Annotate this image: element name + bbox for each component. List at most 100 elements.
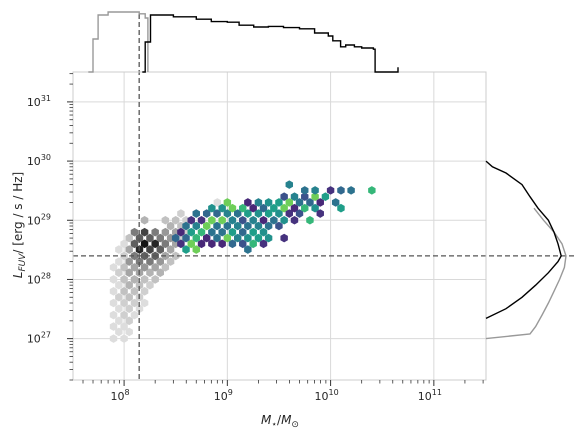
hexbin-cell [130, 227, 139, 237]
hexbin-cell [109, 287, 118, 296]
hexbin-cell [115, 268, 123, 277]
hexbin-cell [202, 209, 211, 218]
hexbin-cell [115, 257, 123, 266]
y-tick-label: 1027 [27, 331, 51, 346]
hexbin-cell [125, 327, 133, 337]
hexbin-cell [228, 239, 237, 249]
hexbin-cell [130, 310, 139, 320]
hexbin-cell [156, 268, 164, 277]
hexbin-cell [151, 263, 159, 272]
hexbin-cell [192, 221, 200, 231]
hexbin-cell [244, 209, 252, 218]
hexbin-cell [316, 209, 324, 218]
hexbin-cell [156, 233, 164, 243]
hexbin-cell [290, 192, 299, 202]
hexbin-cell [197, 215, 206, 225]
hexbin-cell [146, 280, 154, 290]
hexbin-cell [192, 245, 200, 254]
hexbin-cell [290, 203, 299, 213]
hexbin-cell [301, 203, 309, 213]
hexbin-cell [316, 198, 324, 207]
hexbin-cell [125, 268, 133, 277]
hexbin-cell [244, 221, 252, 231]
hexbin-cell [218, 215, 226, 225]
hexbin-cell [156, 245, 164, 254]
hexbin-cell [280, 192, 288, 202]
hexbin-cell [249, 239, 257, 249]
hexbin-cell [244, 233, 252, 243]
hexbin-cell [120, 310, 128, 320]
hexbin-cell [228, 203, 237, 213]
hexbin-cell [202, 221, 211, 231]
y-axis-label: LFUV/ [erg / s / Hz] [11, 172, 28, 278]
hexbin-cell [254, 221, 263, 231]
x-tick-label: 1010 [314, 388, 338, 403]
hexbin-cell [187, 215, 195, 225]
hexbin-cell [156, 257, 164, 266]
hexbin-cell [140, 263, 149, 272]
hexbin-cell [223, 233, 232, 243]
hexbin-cell [295, 198, 304, 207]
hexbin-cell [259, 227, 268, 237]
hexbin-cell [270, 215, 278, 225]
hexbin-cell [120, 334, 128, 343]
hexbin-cell [115, 292, 123, 302]
y-tick-label: 1031 [27, 94, 51, 109]
hexbin-cell [125, 292, 133, 302]
hexbin-cell [213, 209, 221, 218]
axes: 108 109 1010 1011 1027 1028 1029 1030 1031 [27, 71, 487, 403]
hexbin-cell [120, 322, 128, 331]
hexbin-cell [146, 245, 154, 254]
marginal-x-line [142, 14, 399, 73]
hexbin-cell [146, 233, 154, 243]
hexbin-cell [130, 239, 139, 249]
hexbin-cell [264, 221, 273, 231]
hexbin-cell [120, 287, 128, 296]
hexbin-cell [208, 203, 216, 213]
hexbin-cell [115, 280, 123, 290]
x-tick-label: 1011 [418, 388, 442, 403]
hexbin-cell [218, 203, 226, 213]
hexbin-cell [140, 227, 149, 237]
hexbin-cell [223, 221, 232, 231]
hexbin-cell [249, 227, 257, 237]
hexbin-cell [161, 263, 170, 272]
hexbin-cell [182, 221, 190, 231]
hexbin-cell [254, 233, 263, 243]
hexbin-cell [125, 257, 133, 266]
hexbin-cell [275, 198, 283, 207]
hexbin-cell [135, 280, 144, 290]
hexbin-cell [177, 227, 185, 237]
hexbin-cell [120, 239, 128, 249]
hexbin-cell [311, 186, 319, 195]
hexbin-cell [233, 209, 242, 218]
hexbin-cell [306, 215, 314, 225]
hexbin-cell [166, 245, 175, 254]
reference-lines [73, 14, 574, 380]
hexbin-cell [171, 215, 180, 225]
hexbin-cell [270, 203, 278, 213]
hexbin-cell [295, 209, 304, 218]
hexbin-cell [290, 215, 299, 225]
hexbin-cell [120, 298, 128, 308]
x-axis-label: M⋆/M⊙ [261, 413, 299, 430]
hexbin-cell [337, 186, 345, 195]
hexbin-cell [166, 257, 175, 266]
hexbin-cell [161, 227, 170, 237]
y-tick-label: 1030 [27, 153, 51, 168]
hexbin-cell [218, 239, 226, 249]
hexbin-cell [109, 275, 118, 284]
hexbin-layer [109, 180, 376, 343]
hexbin-cell [192, 233, 200, 243]
hexbin-cell [347, 186, 355, 195]
hexbin-cell [239, 239, 247, 249]
hexbin-cell [368, 186, 376, 195]
hexbin-cell [208, 227, 216, 237]
hexbin-cell [140, 251, 149, 261]
hexbin-cell [187, 239, 195, 249]
hexbin-cell [166, 221, 175, 231]
hexbin-cell [254, 198, 263, 207]
hexbin-cell [259, 215, 268, 225]
hexbin-cell [301, 192, 309, 202]
hexbin-cell [125, 316, 133, 326]
